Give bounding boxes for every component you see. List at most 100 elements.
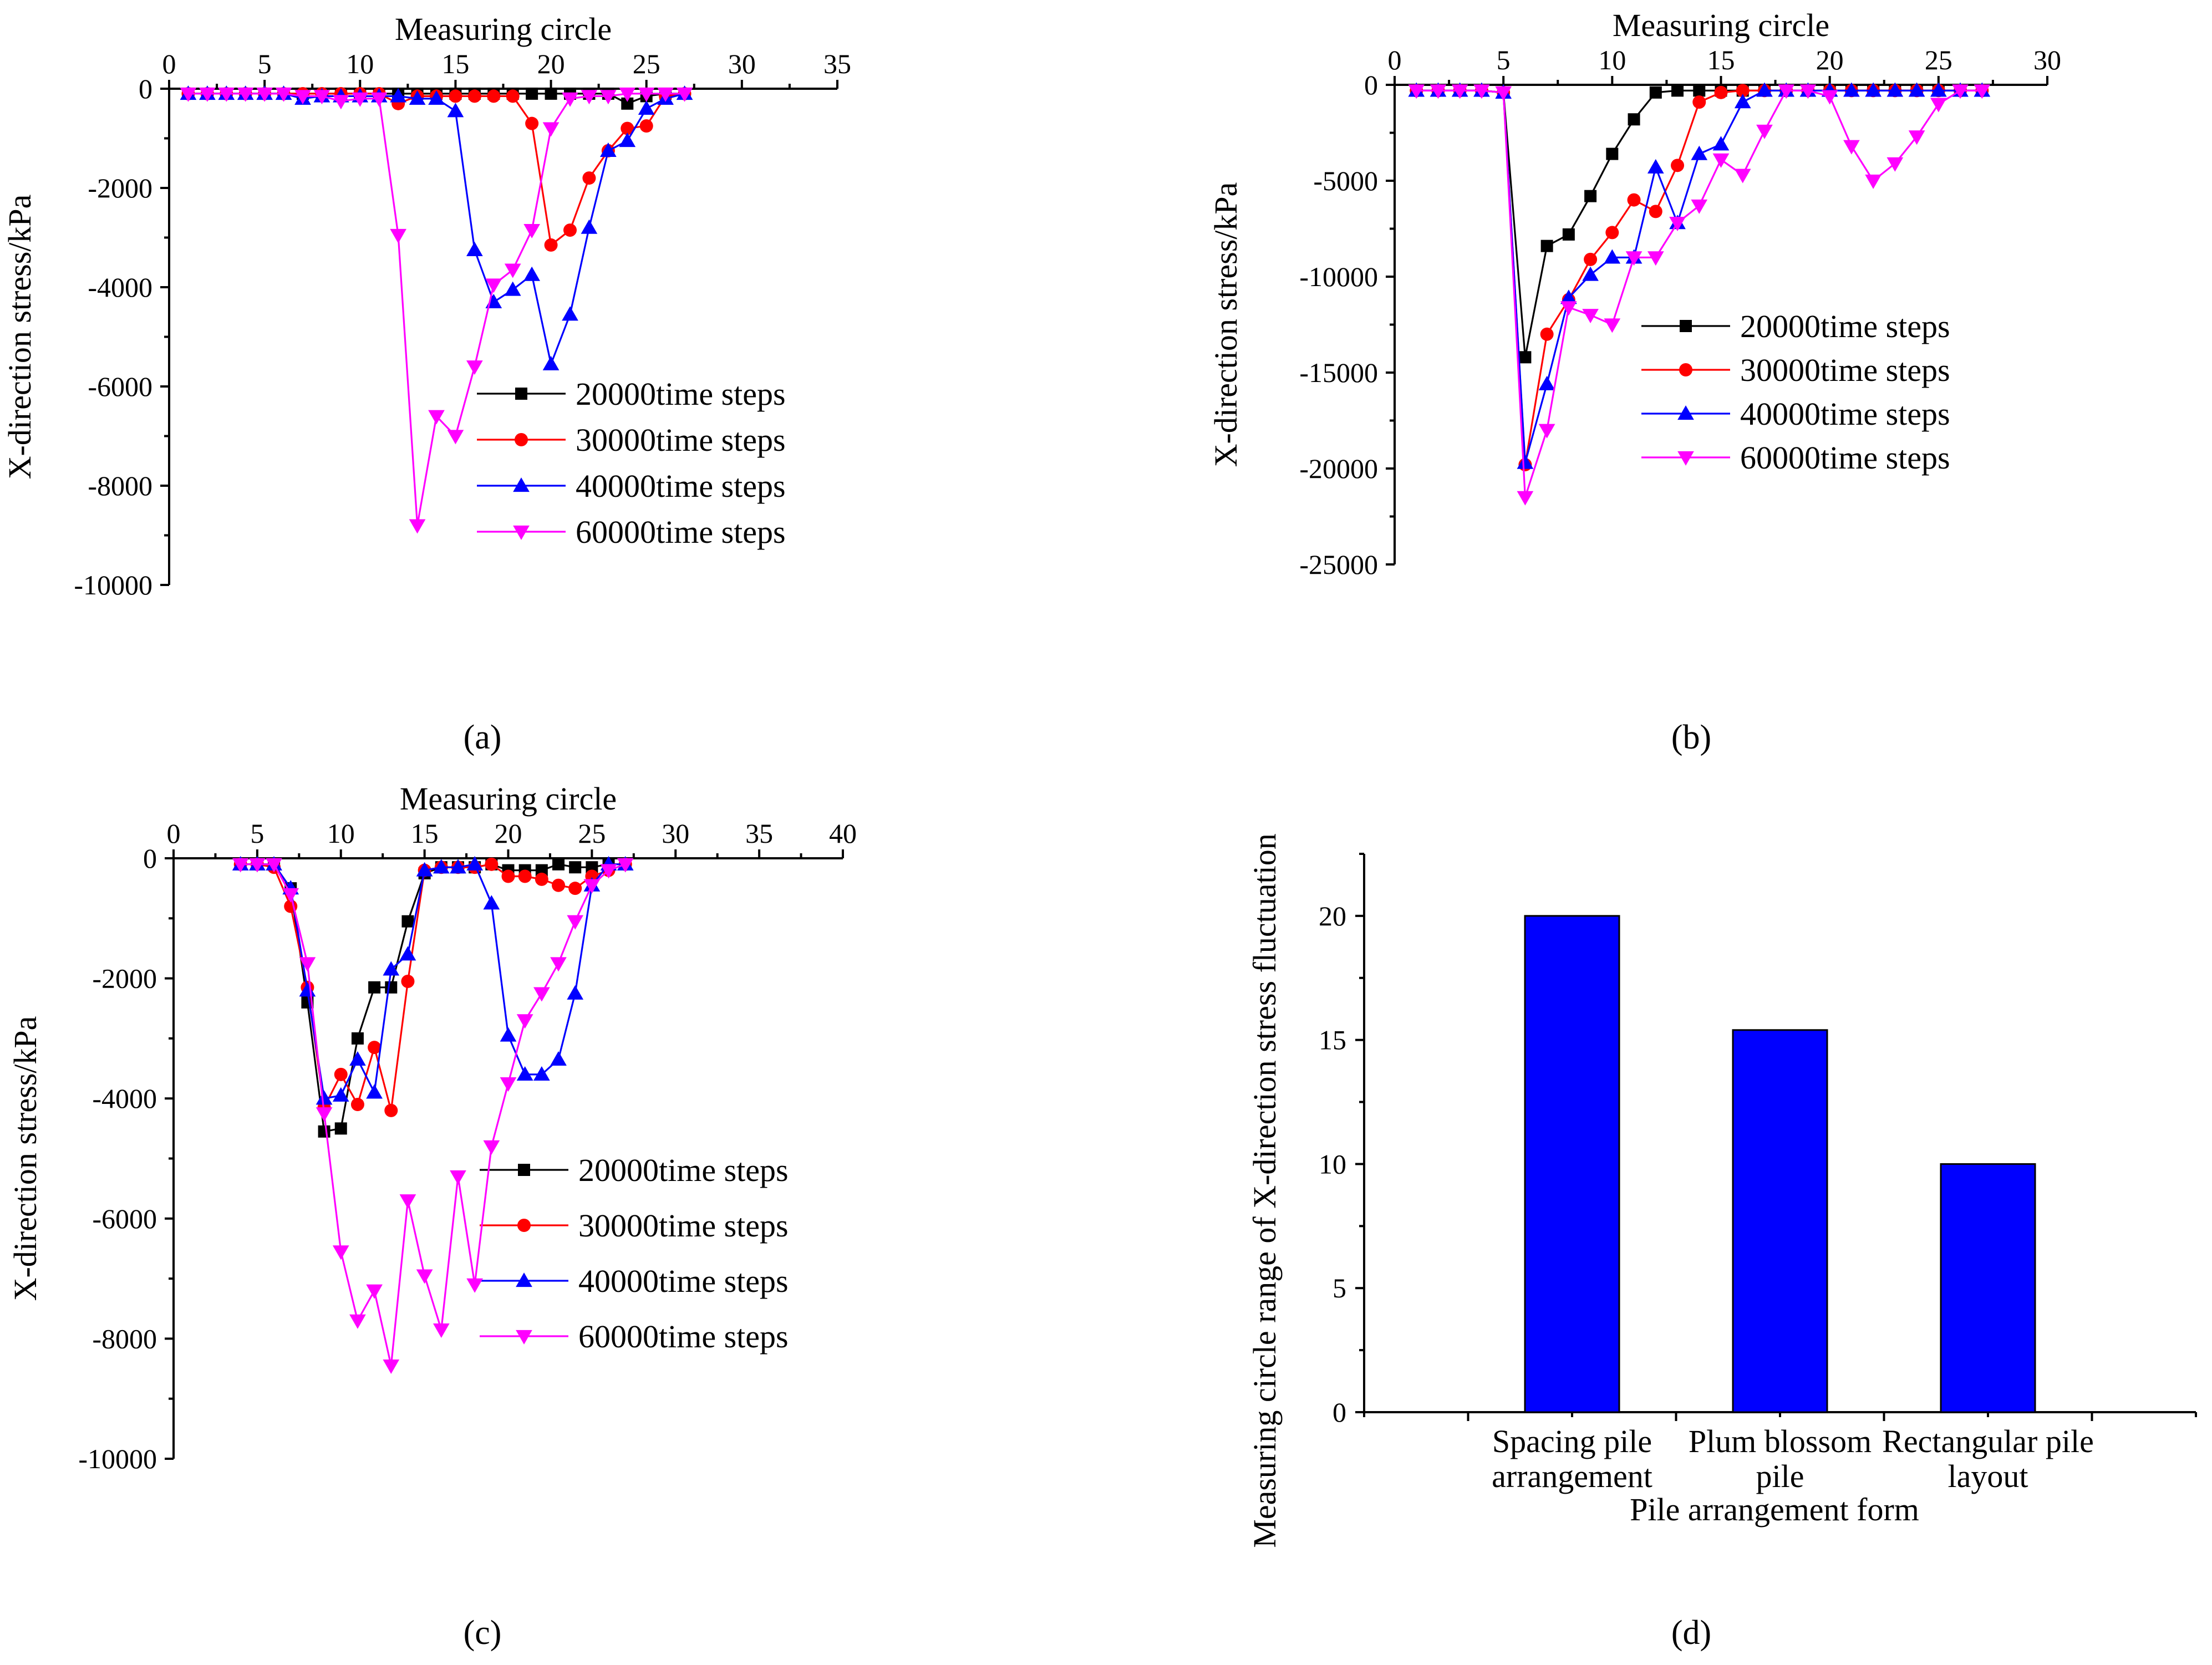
x-tick-label: 25	[1925, 44, 1952, 75]
data-point	[1517, 454, 1534, 469]
data-point	[1712, 153, 1730, 168]
data-point	[313, 90, 330, 105]
y-axis-title: Measuring circle range of X-direction st…	[1247, 833, 1283, 1547]
legend-marker	[516, 1330, 532, 1345]
data-point	[552, 878, 566, 892]
data-point	[1606, 147, 1619, 160]
data-point	[1604, 318, 1621, 333]
category-label: layout	[1948, 1458, 2028, 1494]
x-tick-label: 20	[495, 818, 522, 849]
data-point	[1562, 228, 1575, 241]
data-point	[1865, 82, 1882, 97]
y-tick-label: 10	[1319, 1148, 1346, 1179]
data-point	[383, 1359, 400, 1374]
data-point	[399, 946, 416, 961]
legend-label: 30000time steps	[576, 422, 786, 458]
data-point	[550, 1051, 567, 1066]
data-point	[1714, 85, 1728, 99]
data-point	[1930, 98, 1947, 113]
data-point	[621, 121, 634, 135]
legend-marker	[517, 1219, 531, 1232]
data-point	[535, 872, 548, 886]
data-point	[600, 864, 617, 879]
x-tick-label: 20	[537, 48, 565, 79]
data-point	[352, 92, 369, 107]
category-label: Rectangular pile	[1882, 1423, 2094, 1459]
bar	[1940, 1163, 2036, 1413]
legend-label: 60000time steps	[576, 514, 786, 550]
legend-marker	[1679, 363, 1692, 376]
data-point	[1756, 124, 1773, 139]
data-point	[1843, 140, 1860, 155]
data-point	[1649, 86, 1662, 99]
data-point	[550, 957, 567, 972]
data-point	[275, 87, 292, 102]
data-point	[1649, 205, 1662, 218]
data-point	[525, 116, 539, 130]
panel-label-a: (a)	[464, 719, 502, 756]
x-tick-label: 25	[633, 48, 660, 79]
legend-label: 30000time steps	[1740, 352, 1950, 388]
y-axis-title: X-direction stress/kPa	[1208, 182, 1244, 467]
x-tick-label: 10	[327, 818, 355, 849]
y-tick-label: -2000	[92, 963, 157, 994]
x-tick-label: 30	[662, 818, 689, 849]
data-point	[567, 915, 584, 930]
legend-marker	[516, 1272, 532, 1287]
x-tick-label: 5	[250, 818, 264, 849]
x-tick-label: 30	[2033, 44, 2061, 75]
x-axis-title: Measuring circle	[395, 11, 612, 47]
data-point	[256, 87, 273, 102]
data-point	[1517, 491, 1534, 506]
data-point	[533, 987, 550, 1002]
data-point	[1778, 84, 1795, 99]
data-point	[562, 92, 578, 107]
data-point	[1756, 82, 1773, 97]
data-point	[1671, 159, 1685, 172]
data-point	[523, 266, 540, 281]
data-point	[552, 858, 565, 870]
data-point	[1799, 84, 1817, 99]
data-point	[483, 1140, 500, 1155]
legend-label: 20000time steps	[576, 376, 786, 412]
y-tick-label: 0	[139, 73, 152, 104]
data-point	[1582, 266, 1599, 281]
data-point	[1974, 84, 1991, 99]
x-tick-label: 5	[258, 48, 272, 79]
data-point	[349, 1314, 366, 1329]
data-point	[1865, 174, 1882, 189]
data-point	[450, 859, 466, 874]
data-point	[500, 1077, 517, 1092]
data-point	[1627, 193, 1641, 207]
x-tick-label: 10	[1598, 44, 1626, 75]
data-point	[351, 1032, 364, 1045]
x-axis-title: Measuring circle	[400, 781, 617, 817]
series-4	[1408, 84, 1991, 506]
data-point	[368, 981, 381, 994]
data-point	[518, 869, 532, 883]
series-line	[240, 863, 626, 1100]
y-axis-title: X-direction stress/kPa	[2, 195, 38, 480]
data-point	[1604, 249, 1621, 264]
legend-marker	[513, 525, 530, 540]
data-point	[1821, 90, 1838, 105]
data-point	[1605, 226, 1619, 240]
data-point	[504, 263, 521, 278]
data-point	[334, 1067, 348, 1081]
data-point	[333, 95, 349, 110]
data-point	[1584, 190, 1597, 202]
bar	[1732, 1029, 1828, 1413]
data-point	[485, 857, 499, 871]
data-point	[1628, 113, 1640, 126]
y-tick-label: 0	[1364, 69, 1378, 100]
y-tick-label: 0	[143, 843, 157, 874]
x-tick-label: 0	[167, 818, 181, 849]
data-point	[582, 171, 596, 185]
x-tick-label: 0	[162, 48, 176, 79]
panel-b-chart: 0 5 10 15 20 25 30 Measuring circle 0 -5000 -10000…	[1208, 7, 2061, 580]
data-point	[282, 888, 299, 903]
data-point	[266, 858, 282, 873]
data-point	[617, 858, 634, 873]
x-tick-label: 15	[411, 818, 439, 849]
